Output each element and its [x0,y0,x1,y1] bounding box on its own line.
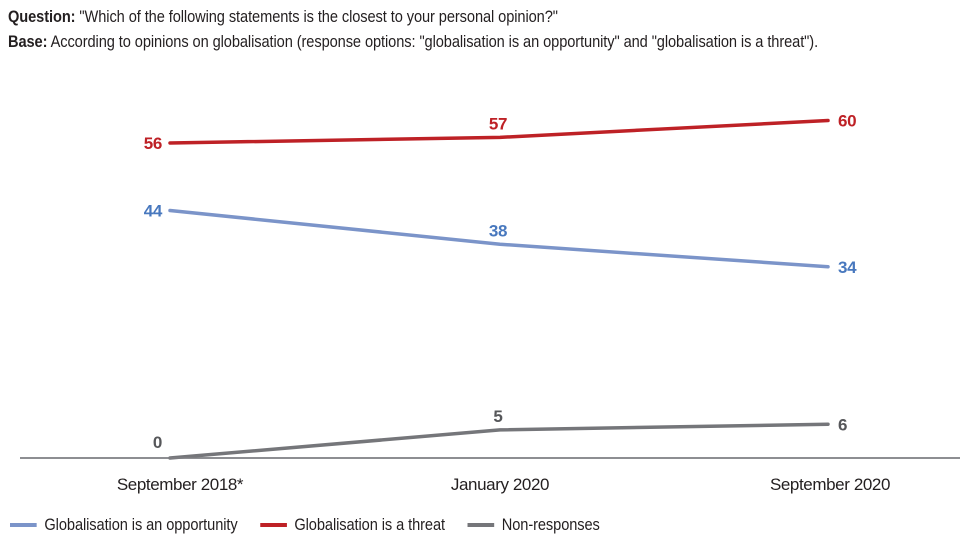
legend-label-opportunity: Globalisation is an opportunity [44,515,238,534]
base-label: Base: [8,32,48,51]
value-label: 57 [489,114,507,133]
x-axis-label-1: September 2018* [117,475,244,494]
legend-dash-gray-icon [467,523,495,527]
base-text: According to opinions on globalisation (… [47,32,819,51]
legend-dash-red-icon [259,523,287,527]
legend-item-non-responses: Non-responses [467,515,600,535]
value-label: 38 [489,221,507,240]
value-label: 6 [838,415,847,434]
value-label: 0 [153,433,162,452]
legend-label-non-responses: Non-responses [501,515,600,534]
chart-header: Question: "Which of the following statem… [8,4,971,54]
x-axis-label-2: January 2020 [451,475,549,494]
series-line-threat [168,118,830,145]
value-label: 56 [144,134,162,153]
value-label: 5 [493,407,502,426]
question-line: Question: "Which of the following statem… [8,4,971,29]
legend-dash-blue-icon [10,523,37,527]
question-label: Question: [8,7,76,26]
legend-label-threat: Globalisation is a threat [294,515,445,534]
x-axis-label-3: September 2020 [770,475,890,494]
value-label: 44 [144,202,163,221]
chart-legend: Globalisation is an opportunity Globalis… [10,515,600,535]
series-line-opportunity [168,208,830,269]
series-line-non-responses [168,422,830,460]
question-text: "Which of the following statements is th… [75,7,558,26]
legend-item-opportunity: Globalisation is an opportunity [10,515,238,535]
legend-item-threat: Globalisation is a threat [259,515,445,535]
value-label: 34 [838,258,857,277]
value-label: 60 [838,112,856,131]
base-line: Base: According to opinions on globalisa… [8,29,971,54]
